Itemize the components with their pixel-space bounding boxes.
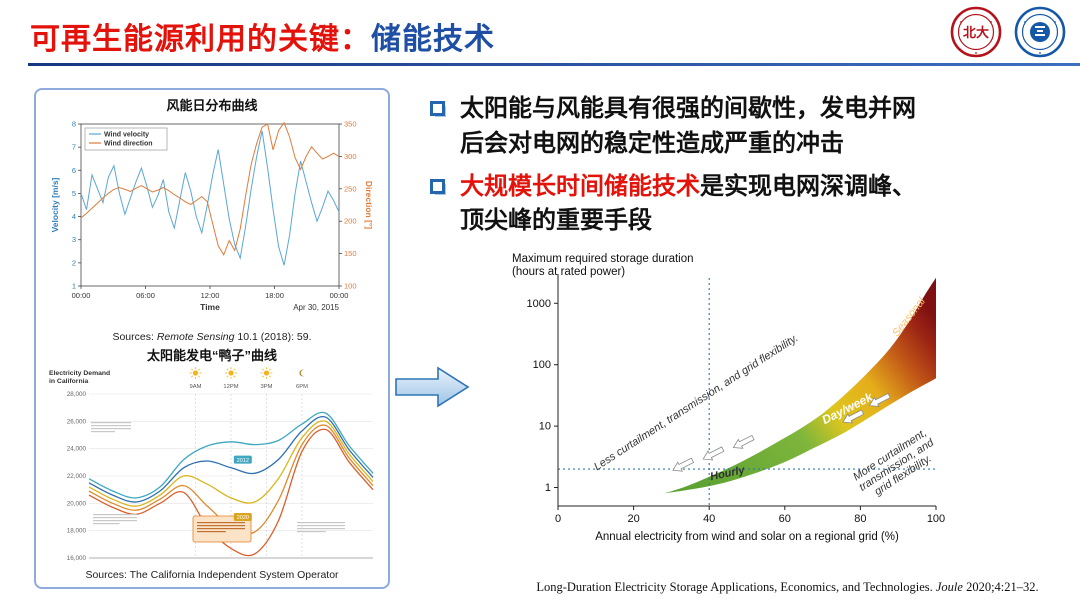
svg-text:250: 250 bbox=[344, 184, 357, 193]
bullet-square-icon bbox=[430, 101, 446, 117]
svg-text:Time: Time bbox=[200, 302, 220, 312]
svg-text:in California: in California bbox=[49, 378, 88, 385]
svg-text:26,000: 26,000 bbox=[66, 418, 86, 425]
wind-chart-source: Sources: Remote Sensing 10.1 (2018): 59. bbox=[36, 331, 388, 343]
svg-text:Direction [°]: Direction [°] bbox=[364, 181, 374, 229]
svg-text:Velocity [m/s]: Velocity [m/s] bbox=[50, 177, 60, 232]
svg-text:22,000: 22,000 bbox=[66, 473, 86, 480]
wind-source-suffix: 10.1 (2018): 59. bbox=[234, 331, 312, 343]
bullet-1-text: 太阳能与风能具有很强的间歇性，发电并网后会对电网的稳定性造成严重的冲击 bbox=[460, 92, 930, 162]
svg-text:350: 350 bbox=[344, 120, 357, 129]
bullet-2-body: 是实现电网深调峰、顶尖峰的重要手段 bbox=[460, 172, 916, 235]
bullet-square-icon bbox=[430, 178, 446, 195]
citation: Long-Duration Electricity Storage Applic… bbox=[500, 580, 1075, 595]
svg-text:Apr 30, 2015: Apr 30, 2015 bbox=[293, 303, 339, 312]
citation-journal: Joule bbox=[935, 580, 963, 594]
svg-text:7: 7 bbox=[72, 143, 76, 152]
svg-text:1000: 1000 bbox=[527, 298, 551, 310]
svg-text:300: 300 bbox=[344, 152, 357, 161]
svg-text:Wind velocity: Wind velocity bbox=[104, 132, 149, 139]
svg-text:2: 2 bbox=[72, 258, 76, 267]
svg-text:12:00: 12:00 bbox=[201, 291, 220, 300]
svg-text:00:00: 00:00 bbox=[330, 291, 349, 300]
svg-text:20,000: 20,000 bbox=[66, 500, 86, 507]
svg-text:100: 100 bbox=[927, 513, 945, 525]
svg-text:10: 10 bbox=[539, 421, 551, 433]
svg-text:9AM: 9AM bbox=[189, 384, 201, 390]
svg-text:3: 3 bbox=[72, 235, 76, 244]
svg-text:200: 200 bbox=[344, 217, 357, 226]
title-underline bbox=[28, 63, 1080, 66]
svg-text:4: 4 bbox=[72, 212, 76, 221]
svg-text:100: 100 bbox=[533, 359, 551, 371]
svg-text:18,000: 18,000 bbox=[66, 528, 86, 535]
svg-text:2020: 2020 bbox=[236, 515, 248, 521]
flow-arrow-icon bbox=[395, 366, 470, 408]
svg-text:6PM: 6PM bbox=[296, 384, 308, 390]
left-chart-panel: 风能日分布曲线 1 2 3 4 5 6 7 8 100 150 200 250 300 350 00:00 0… bbox=[34, 88, 390, 589]
pku-logo-text: 北大 bbox=[963, 25, 989, 40]
svg-text:1: 1 bbox=[72, 282, 76, 291]
duck-curve-chart: 28,000 26,000 24,000 22,000 20,000 18,000 16,0… bbox=[49, 367, 373, 562]
svg-text:28,000: 28,000 bbox=[66, 391, 86, 398]
svg-text:60: 60 bbox=[779, 513, 791, 525]
svg-text:8: 8 bbox=[72, 120, 76, 129]
citation-suffix: 2020;4:21–32. bbox=[962, 580, 1039, 594]
svg-text:0: 0 bbox=[555, 513, 561, 525]
hust-logo bbox=[1014, 6, 1066, 58]
svg-text:40: 40 bbox=[703, 513, 715, 525]
bullet-list: 太阳能与风能具有很强的间歇性，发电并网后会对电网的稳定性造成严重的冲击 大规模长… bbox=[430, 92, 1030, 247]
bullet-1-body: 太阳能与风能具有很强的间歇性，发电并网后会对电网的稳定性造成严重的冲击 bbox=[460, 95, 916, 157]
svg-text:1: 1 bbox=[545, 482, 551, 494]
svg-text:06:00: 06:00 bbox=[136, 291, 155, 300]
svg-text:2012: 2012 bbox=[236, 458, 248, 464]
duck-chart-title: 太阳能发电“鸭子”曲线 bbox=[146, 348, 277, 363]
bullet-2-highlight: 大规模长时间储能技术 bbox=[460, 172, 700, 200]
bullet-item-2: 大规模长时间储能技术是实现电网深调峰、顶尖峰的重要手段 bbox=[430, 170, 1030, 240]
svg-text:Annual electricity from wind a: Annual electricity from wind and solar o… bbox=[595, 531, 899, 543]
wind-source-prefix: Sources: bbox=[112, 331, 157, 343]
svg-text:5: 5 bbox=[72, 189, 76, 198]
svg-text:80: 80 bbox=[854, 513, 866, 525]
wind-chart-title: 风能日分布曲线 bbox=[166, 98, 258, 113]
svg-text:20: 20 bbox=[627, 513, 639, 525]
svg-text:Electricity Demand: Electricity Demand bbox=[49, 370, 110, 377]
duck-chart-source: Sources: The California Independent Syst… bbox=[85, 569, 339, 581]
citation-prefix: Long-Duration Electricity Storage Applic… bbox=[536, 580, 936, 594]
logos: 北大 bbox=[950, 6, 1066, 58]
wind-daily-distribution-chart: 1 2 3 4 5 6 7 8 100 150 200 250 300 350 00:00 06:00 12:0… bbox=[50, 120, 374, 313]
svg-text:Wind direction: Wind direction bbox=[104, 141, 153, 148]
svg-text:16,000: 16,000 bbox=[66, 555, 86, 562]
svg-text:(hours at rated power): (hours at rated power) bbox=[512, 266, 625, 278]
bullet-item-1: 太阳能与风能具有很强的间歇性，发电并网后会对电网的稳定性造成严重的冲击 bbox=[430, 92, 1030, 162]
svg-text:24,000: 24,000 bbox=[66, 446, 86, 453]
svg-text:3PM: 3PM bbox=[260, 384, 272, 390]
svg-text:00:00: 00:00 bbox=[72, 291, 91, 300]
svg-text:150: 150 bbox=[344, 249, 357, 258]
svg-text:Maximum required storage durat: Maximum required storage duration bbox=[512, 253, 694, 265]
svg-text:100: 100 bbox=[344, 282, 357, 291]
pku-logo: 北大 bbox=[950, 6, 1002, 58]
page-title: 可再生能源利用的关键：储能技术 bbox=[30, 14, 495, 58]
svg-text:6: 6 bbox=[72, 166, 76, 175]
svg-text:12PM: 12PM bbox=[223, 384, 238, 390]
svg-text:18:00: 18:00 bbox=[265, 291, 284, 300]
wind-source-journal: Remote Sensing bbox=[156, 331, 235, 343]
bullet-2-text: 大规模长时间储能技术是实现电网深调峰、顶尖峰的重要手段 bbox=[460, 170, 930, 240]
title-topic: 储能技术 bbox=[371, 23, 495, 56]
title-keyword: 可再生能源利用的关键： bbox=[30, 23, 371, 56]
